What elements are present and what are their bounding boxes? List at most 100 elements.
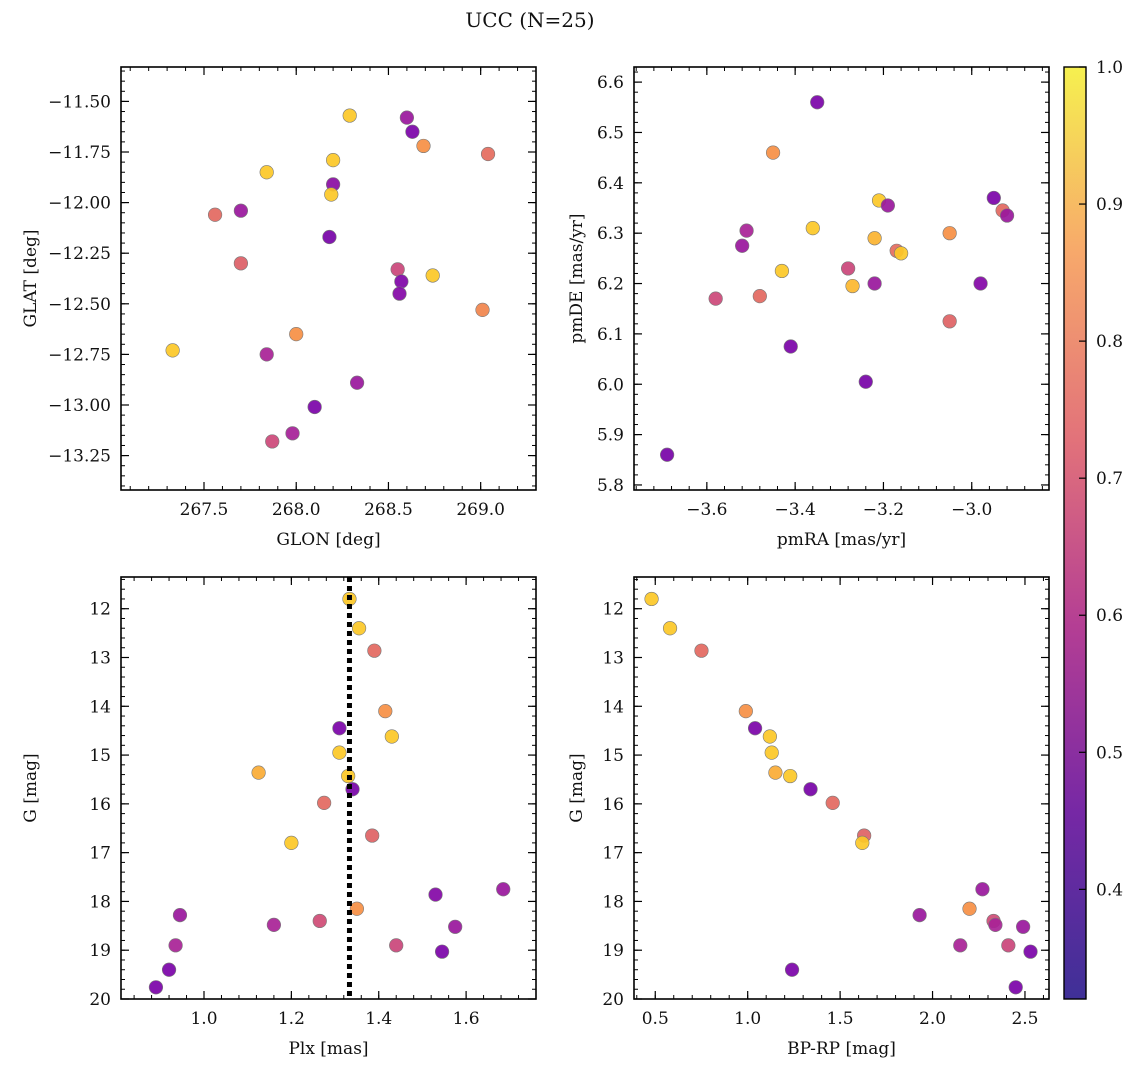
- colorbar-tick-label: 1.0: [1096, 58, 1123, 78]
- y-tick-label: −12.75: [48, 345, 111, 365]
- y-tick-label: 12: [602, 600, 624, 620]
- data-point: [867, 231, 882, 246]
- data-point: [165, 343, 180, 358]
- figure-title: UCC (N=25): [465, 8, 594, 32]
- colorbar-gradient: [1063, 66, 1087, 1000]
- y-tick-label: 18: [602, 892, 624, 912]
- data-point: [389, 938, 404, 953]
- x-tick-label: 1.0: [190, 1009, 217, 1029]
- data-point: [762, 729, 777, 744]
- data-point: [307, 399, 322, 415]
- data-point: [735, 238, 750, 253]
- colorbar-tick-label: 0.8: [1096, 332, 1123, 352]
- pmra-pmde-panel: −3.6 −3.4 −3.2 −3.0 5.8 5.9 6.0 6.1 6.2 6.3 6.4 6.5…: [567, 66, 1050, 550]
- data-point: [266, 917, 281, 932]
- y-tick-label: −11.50: [48, 92, 111, 112]
- data-point: [251, 765, 266, 780]
- x-tick-label: 1.4: [365, 1009, 392, 1029]
- y-tick-label: 16: [602, 795, 624, 815]
- x-tick-label: 0.5: [642, 1009, 669, 1029]
- glon-glat-panel: 267.5 268.0 268.5 269.0 −11.50 −11.75 −12.00 −1…: [21, 66, 537, 550]
- data-point: [480, 146, 496, 162]
- data-point: [416, 138, 431, 154]
- colorbar-tick-label: 0.5: [1096, 743, 1123, 763]
- data-point: [867, 276, 882, 291]
- data-point: [660, 447, 675, 462]
- data-point: [1001, 938, 1016, 953]
- data-point: [405, 124, 420, 139]
- data-point: [953, 938, 968, 953]
- x-tick-label: 2.5: [1011, 1009, 1038, 1029]
- data-point: [644, 591, 659, 607]
- y-axis-label: G [mag]: [21, 753, 41, 822]
- data-point: [662, 621, 678, 636]
- data-point: [1008, 980, 1023, 995]
- y-tick-label: 6.6: [597, 73, 624, 93]
- y-tick-label: 5.8: [597, 476, 624, 496]
- data-point: [496, 882, 511, 897]
- x-tick-label: −3.0: [951, 500, 992, 520]
- y-axis-label: pmDE [mas/yr]: [567, 213, 587, 343]
- data-point: [986, 190, 1001, 206]
- colorbar-tick-label: 0.4: [1096, 880, 1123, 900]
- y-tick-label: 14: [602, 697, 624, 717]
- y-tick-label: 12: [89, 600, 111, 620]
- data-point: [168, 938, 183, 953]
- data-point: [434, 944, 450, 959]
- y-tick-label: 6.5: [597, 123, 624, 143]
- x-axis-label: GLON [deg]: [276, 530, 380, 550]
- data-point: [233, 256, 248, 271]
- data-point: [317, 795, 332, 810]
- data-point: [332, 721, 347, 736]
- data-point: [475, 302, 490, 317]
- x-tick-label: 267.5: [180, 500, 229, 520]
- x-axis-label: Plx [mas]: [288, 1039, 368, 1059]
- tick-marks: [121, 577, 537, 1000]
- data-point: [349, 901, 364, 916]
- data-point: [172, 907, 188, 923]
- x-tick-label: 268.5: [364, 500, 413, 520]
- data-point: [367, 643, 382, 658]
- y-tick-label: 13: [602, 648, 624, 668]
- data-point: [765, 145, 781, 160]
- data-point: [708, 291, 723, 306]
- y-tick-label: 19: [602, 941, 624, 961]
- y-tick-label: 20: [89, 990, 111, 1010]
- data-point: [161, 962, 177, 977]
- data-point: [825, 795, 840, 810]
- data-point: [803, 782, 818, 797]
- data-point: [425, 268, 440, 283]
- data-point: [312, 913, 327, 929]
- data-point: [912, 907, 927, 923]
- data-point: [233, 203, 248, 218]
- data-point: [265, 434, 280, 449]
- data-point: [999, 208, 1015, 223]
- x-tick-label: −3.6: [686, 500, 727, 520]
- y-tick-label: 6.4: [597, 174, 624, 194]
- y-tick-label: 6.2: [597, 275, 624, 295]
- x-tick-label: 1.2: [278, 1009, 305, 1029]
- y-tick-label: −12.50: [48, 295, 111, 315]
- data-point: [784, 962, 800, 977]
- data-point: [365, 828, 380, 843]
- colorbar: 0.4 0.5 0.6 0.7 0.8 0.9 1.0: [1063, 58, 1123, 1000]
- data-point: [390, 262, 405, 277]
- y-axis-label: GLAT [deg]: [21, 229, 41, 327]
- data-point: [894, 246, 909, 261]
- data-point: [1016, 919, 1031, 934]
- tick-marks: [634, 67, 1049, 490]
- data-point: [694, 643, 709, 658]
- colorbar-tick-label: 0.6: [1096, 606, 1123, 626]
- y-tick-label: 19: [89, 941, 111, 961]
- data-point: [747, 721, 763, 736]
- y-axis-label: G [mag]: [567, 753, 587, 822]
- bprp-g-panel: 0.5 1.0 1.5 2.0 2.5 12 13 14 15 16 17 18 19 20 BP-RP […: [567, 576, 1050, 1059]
- data-point: [764, 745, 779, 760]
- data-point: [349, 375, 365, 390]
- data-point: [988, 917, 1003, 932]
- data-point: [1023, 944, 1038, 959]
- plot-frame: [633, 576, 1050, 1000]
- colorbar-tick-label: 0.9: [1096, 195, 1123, 215]
- y-tick-label: 18: [89, 892, 111, 912]
- y-tick-label: −11.75: [48, 143, 111, 163]
